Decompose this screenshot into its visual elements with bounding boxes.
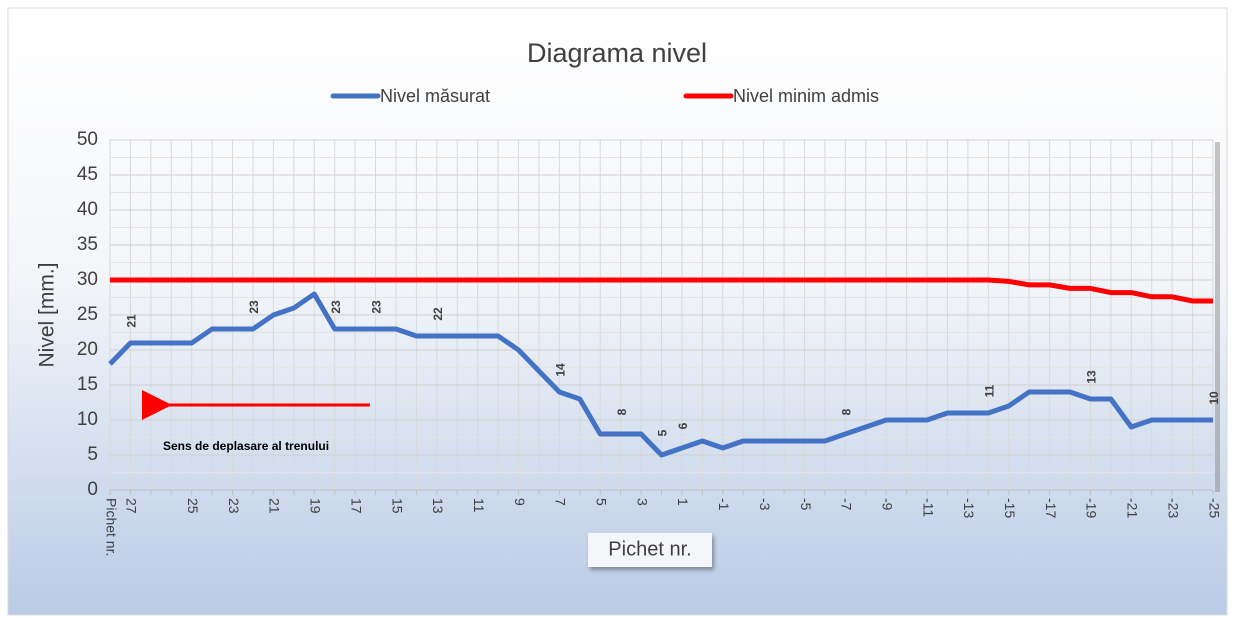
annotation: Sens de deplasare al trenului bbox=[163, 439, 329, 453]
data-label: 13 bbox=[1085, 370, 1099, 384]
x-tick-label: -17 bbox=[1043, 498, 1059, 518]
x-tick-label: 17 bbox=[348, 498, 364, 514]
x-tick-label: -1 bbox=[716, 498, 732, 511]
x-tick-label: -21 bbox=[1125, 498, 1141, 518]
y-tick-label: 15 bbox=[77, 374, 98, 395]
x-tick-label: 11 bbox=[471, 498, 487, 513]
x-tick-label: 7 bbox=[553, 498, 569, 506]
x-tick-label: 23 bbox=[226, 498, 242, 514]
chart-title: Diagrama nivel bbox=[527, 38, 707, 68]
chart-area bbox=[7, 7, 1228, 616]
y-tick-label: 40 bbox=[77, 199, 98, 220]
data-label: 14 bbox=[554, 363, 568, 377]
legend-label: Nivel măsurat bbox=[380, 86, 490, 106]
y-axis-label: Nivel [mm.] bbox=[36, 263, 59, 368]
x-tick-label: 9 bbox=[512, 498, 528, 506]
x-tick-label: -13 bbox=[961, 498, 977, 518]
x-axis-label: Pichet nr. bbox=[608, 538, 691, 560]
data-label: 8 bbox=[615, 408, 629, 415]
data-label: 21 bbox=[125, 314, 139, 328]
x-tick-label: 25 bbox=[185, 498, 201, 514]
data-label: 6 bbox=[676, 422, 690, 429]
x-tick-label: -23 bbox=[1165, 498, 1181, 518]
x-tick-label: 21 bbox=[267, 498, 283, 514]
x-tick-label: 5 bbox=[594, 498, 610, 506]
data-label: 5 bbox=[656, 429, 670, 436]
data-label: 23 bbox=[247, 300, 261, 314]
x-tick-label: 19 bbox=[308, 498, 324, 514]
y-tick-label: 5 bbox=[87, 444, 98, 465]
x-axis-label-box bbox=[588, 533, 712, 567]
x-tick-label: -11 bbox=[920, 498, 936, 517]
x-tick-label: 15 bbox=[389, 498, 405, 514]
y-tick-label: 10 bbox=[77, 409, 98, 430]
x-tick-label: 3 bbox=[634, 498, 650, 506]
x-tick-label: 1 bbox=[675, 498, 691, 506]
legend-label: Nivel minim admis bbox=[733, 86, 879, 106]
x-tick-label: 13 bbox=[430, 498, 446, 514]
y-tick-label: 45 bbox=[77, 164, 98, 185]
y-tick-label: 30 bbox=[77, 269, 98, 290]
x-tick-label: -19 bbox=[1084, 498, 1100, 518]
x-tick-label: -25 bbox=[1206, 498, 1222, 518]
x-tick-label: 27 bbox=[124, 498, 140, 514]
y-tick-label: 20 bbox=[77, 339, 98, 360]
x-tick-label: -15 bbox=[1002, 498, 1018, 518]
data-label: 23 bbox=[329, 300, 343, 314]
y-tick-label: 35 bbox=[77, 234, 98, 255]
data-label: 23 bbox=[370, 300, 384, 314]
x-tick-label: -5 bbox=[798, 498, 814, 511]
data-label: 11 bbox=[982, 384, 996, 397]
data-label: 22 bbox=[431, 307, 445, 321]
data-label: 8 bbox=[840, 408, 854, 415]
data-label: 10 bbox=[1207, 391, 1221, 405]
plot-shadow bbox=[1215, 142, 1220, 492]
x-tick-label: -9 bbox=[879, 498, 895, 511]
y-tick-label: 50 bbox=[77, 129, 98, 150]
x-tick-label: -7 bbox=[839, 498, 855, 511]
y-tick-label: 25 bbox=[77, 304, 98, 325]
x-tick-label: -3 bbox=[757, 498, 773, 511]
series-line bbox=[108, 291, 1213, 458]
y-tick-label: 0 bbox=[87, 479, 98, 500]
series-line bbox=[110, 277, 1213, 304]
x-tick-label: Pichet nr. bbox=[103, 498, 119, 556]
